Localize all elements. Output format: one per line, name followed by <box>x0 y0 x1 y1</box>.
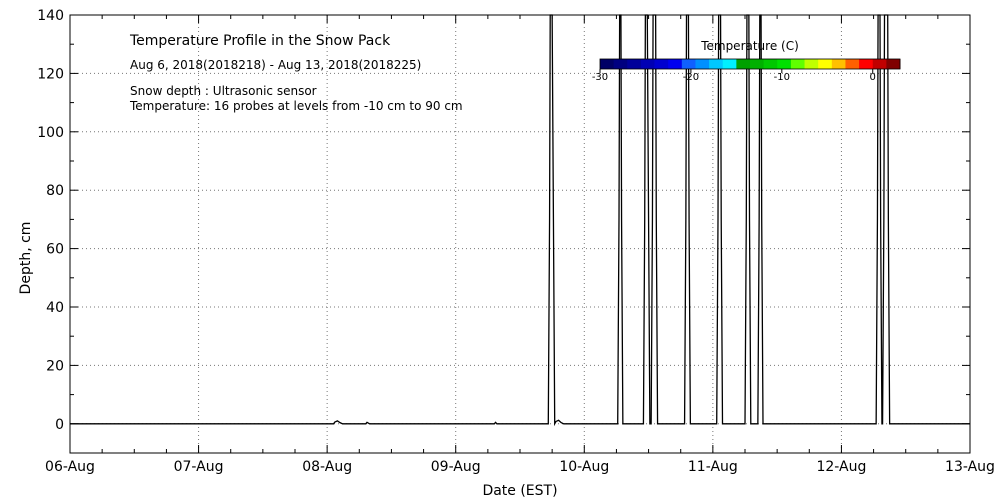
colorbar-segment <box>750 59 765 69</box>
y-tick-label: 80 <box>46 183 64 199</box>
colorbar: Temperature (C) -30 -20 -10 0 <box>592 39 901 83</box>
series-layer <box>70 14 970 427</box>
colorbar-segment <box>818 59 833 69</box>
colorbar-tick-label: -10 <box>774 72 790 83</box>
colorbar-segment <box>654 59 669 69</box>
colorbar-segment <box>736 59 751 69</box>
colorbar-segment <box>763 59 778 69</box>
note-temperature: Temperature: 16 probes at levels from -1… <box>129 99 463 113</box>
colorbar-segment <box>886 59 901 69</box>
snow-depth-line <box>70 14 970 427</box>
x-axis-label: Date (EST) <box>482 483 557 499</box>
y-tick-label: 40 <box>46 300 64 316</box>
y-tick-label: 140 <box>37 8 64 24</box>
colorbar-tick-label: -20 <box>683 72 699 83</box>
colorbar-segment <box>831 59 846 69</box>
colorbar-segment <box>668 59 683 69</box>
x-tick-label: 09-Aug <box>431 459 481 475</box>
grid <box>70 15 970 453</box>
colorbar-segment <box>627 59 642 69</box>
y-tick-label: 120 <box>37 66 64 82</box>
colorbar-segment <box>695 59 710 69</box>
y-tick-label: 0 <box>55 417 64 433</box>
colorbar-segment <box>804 59 819 69</box>
colorbar-segment <box>790 59 806 69</box>
axes: 0 20 40 60 80 100 120 140 06-Aug 07-Aug 08-Aug 09-A… <box>37 8 995 475</box>
plot-frame <box>69 14 971 454</box>
colorbar-segment <box>681 59 696 69</box>
colorbar-segment <box>709 59 724 69</box>
date-range: Aug 6, 2018(2018218) - Aug 13, 2018(2018… <box>130 58 421 72</box>
colorbar-segment <box>845 59 860 69</box>
colorbar-segment <box>872 59 887 69</box>
x-tick-label: 07-Aug <box>174 459 224 475</box>
colorbar-segment <box>777 59 792 69</box>
colorbar-segment <box>640 59 656 69</box>
x-tick-label: 08-Aug <box>302 459 352 475</box>
x-tick-label: 13-Aug <box>945 459 995 475</box>
colorbar-segment <box>613 59 628 69</box>
x-tick-label: 06-Aug <box>45 459 95 475</box>
colorbar-border <box>599 58 901 70</box>
colorbar-segment <box>600 59 615 69</box>
chart-title: Temperature Profile in the Snow Pack <box>129 33 391 49</box>
note-snow-depth: Snow depth : Ultrasonic sensor <box>130 84 317 98</box>
x-tick-label: 11-Aug <box>688 459 738 475</box>
colorbar-tick-label: 0 <box>870 72 876 83</box>
y-tick-label: 100 <box>37 125 64 141</box>
y-tick-label: 60 <box>46 242 64 258</box>
y-tick-label: 20 <box>46 358 64 374</box>
x-tick-label: 12-Aug <box>816 459 866 475</box>
colorbar-tick-label: -30 <box>592 72 608 83</box>
colorbar-segment <box>722 59 737 69</box>
colorbar-title: Temperature (C) <box>700 39 799 53</box>
x-tick-label: 10-Aug <box>559 459 609 475</box>
y-axis-label: Depth, cm <box>18 222 34 295</box>
colorbar-segment <box>859 59 874 69</box>
